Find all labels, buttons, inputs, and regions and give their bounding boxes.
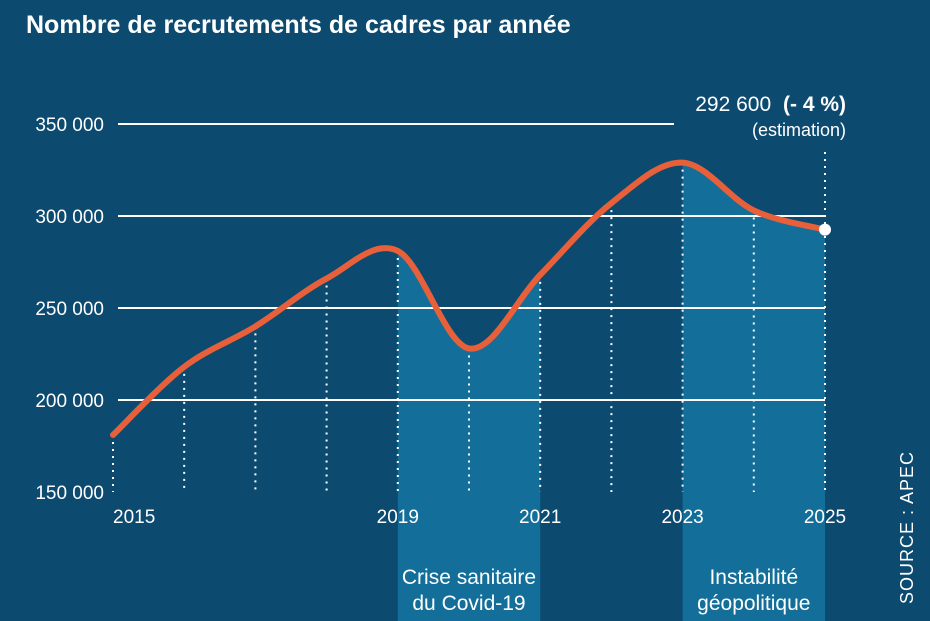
chart-title: Nombre de recrutements de cadres par ann… xyxy=(26,11,571,39)
y-tick-300000: 300 000 xyxy=(35,207,104,228)
source-label: SOURCE : APEC xyxy=(897,451,917,604)
y-tick-labels: 150 000 200 000 250 000 300 000 350 000 xyxy=(35,115,104,504)
x-tick-2019: 2019 xyxy=(377,507,419,528)
data-point-2025 xyxy=(819,223,831,236)
x-tick-2021: 2021 xyxy=(519,507,561,528)
estimate-change: (- 4 %) xyxy=(783,93,846,116)
period-label-1-line-1: Crise sanitaire xyxy=(402,566,536,589)
y-tick-350000: 350 000 xyxy=(35,115,104,136)
y-tick-250000: 250 000 xyxy=(35,299,104,320)
estimate-annotation: 292 600 (- 4 %) (estimation) xyxy=(695,93,846,140)
x-tick-2015: 2015 xyxy=(113,507,155,528)
period-label-2-line-2: géopolitique xyxy=(697,592,810,615)
y-tick-200000: 200 000 xyxy=(35,391,104,412)
x-tick-labels: 2015 2019 2021 2023 2025 xyxy=(113,507,846,528)
estimate-note: (estimation) xyxy=(752,120,846,140)
y-tick-150000: 150 000 xyxy=(35,483,104,504)
period-labels: Crise sanitaire du Covid-19 Instabilité géo… xyxy=(402,566,811,615)
x-tick-2023: 2023 xyxy=(661,507,703,528)
period-label-2-line-1: Instabilité xyxy=(709,566,798,589)
data-points xyxy=(819,223,831,236)
x-tick-2025: 2025 xyxy=(804,507,846,528)
estimate-value: 292 600 xyxy=(695,93,771,116)
series-line xyxy=(110,159,828,438)
dotted-drop-lines xyxy=(112,152,826,492)
svg-text:292 600 (- 4 %): 292 600 (- 4 %) xyxy=(695,93,846,116)
gridlines xyxy=(118,123,825,401)
period-label-1-line-2: du Covid-19 xyxy=(412,592,525,615)
